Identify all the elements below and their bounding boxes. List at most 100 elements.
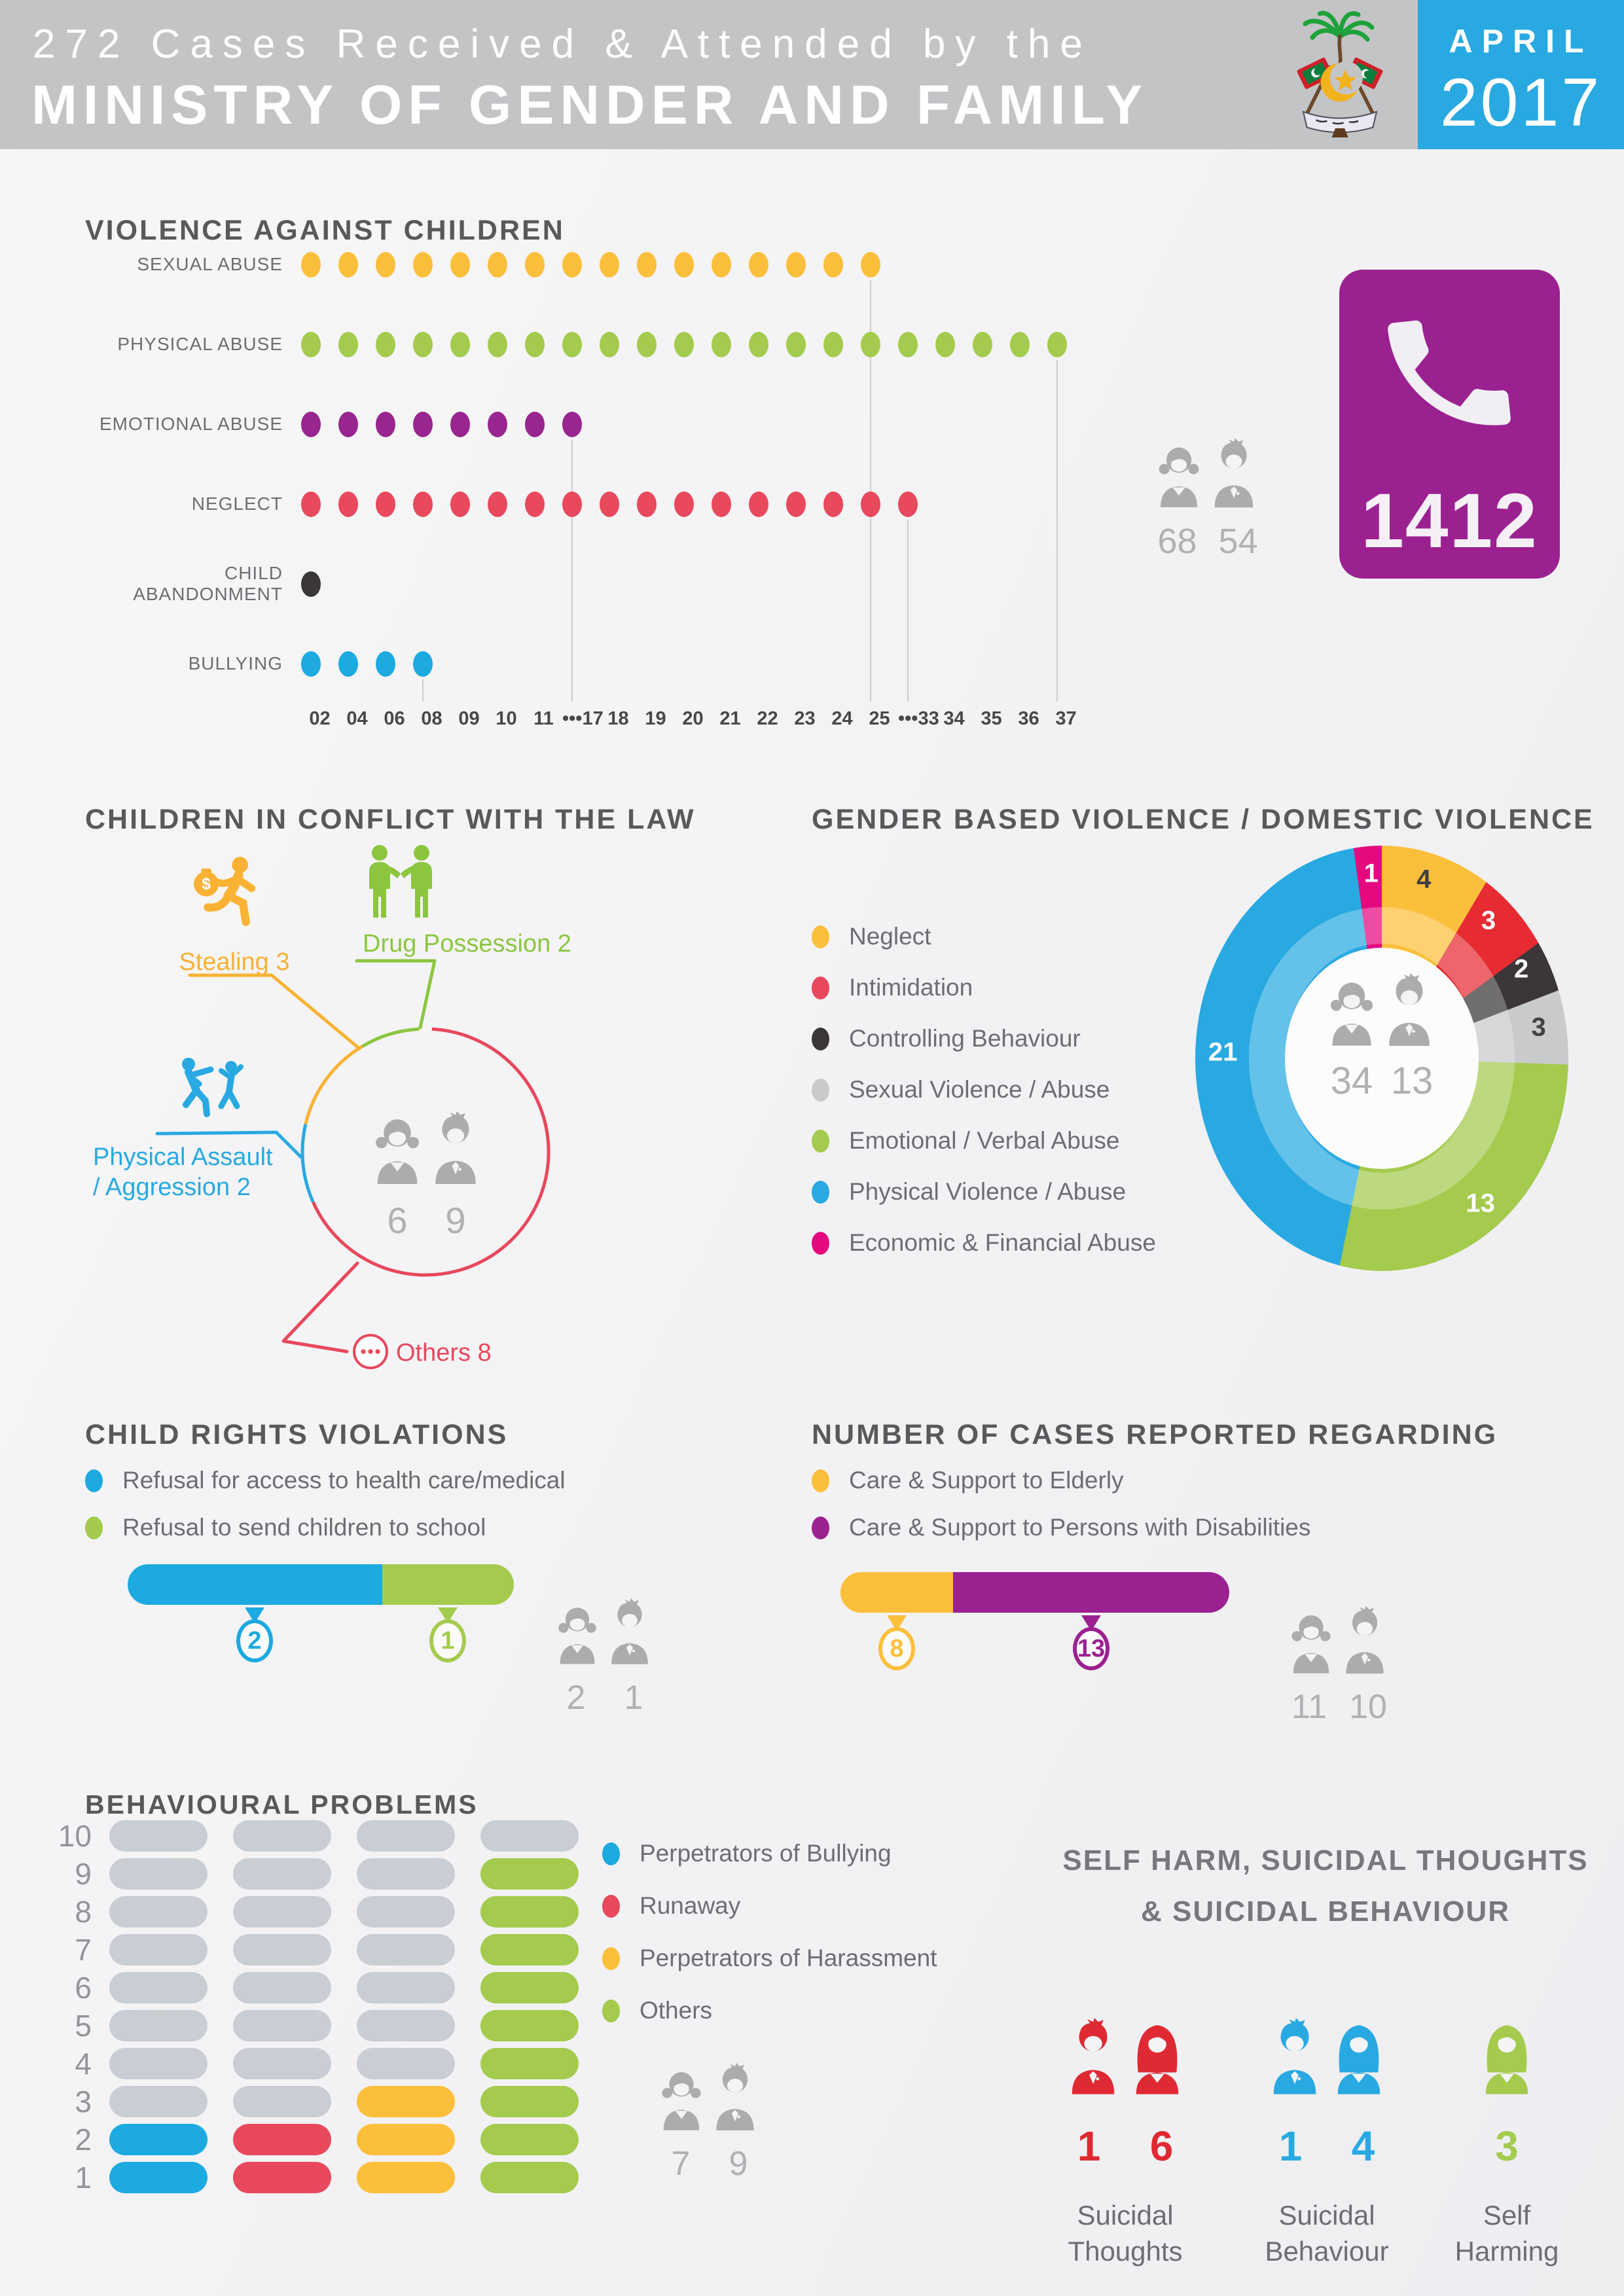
- child-rights-bar: [128, 1564, 514, 1605]
- legend-label: Care & Support to Elderly: [849, 1467, 1124, 1494]
- legend-item: Sexual Violence / Abuse: [812, 1064, 1156, 1115]
- case-dot: [413, 651, 433, 677]
- child-rights-value-school: 1: [429, 1619, 466, 1662]
- child-rights-value-healthcare: 2: [236, 1619, 273, 1662]
- behavioural-pill: [357, 2086, 455, 2117]
- case-dot: [301, 571, 321, 597]
- helpline-card: 1412: [1339, 270, 1560, 579]
- behavioural-pill: [233, 2086, 331, 2117]
- self-harming-group: 3 Self Harming: [1454, 2000, 1559, 2269]
- behavioural-pill: [233, 2010, 331, 2041]
- boy-icon: [1266, 2000, 1324, 2111]
- dot-drop-line: [571, 440, 573, 702]
- vac-row: BULLYING: [85, 640, 1132, 687]
- behavioural-pill: [357, 2010, 455, 2041]
- vac-row: EMOTIONAL ABUSE: [85, 401, 1132, 448]
- donut-segment-value: 3: [1531, 1013, 1546, 1042]
- case-dot: [1047, 331, 1067, 357]
- vac-victims-by-gender: 68 54: [1147, 432, 1269, 562]
- case-dot: [898, 331, 918, 357]
- legend-label: Physical Violence / Abuse: [849, 1178, 1127, 1205]
- case-dot: [786, 251, 806, 278]
- legend-label: Controlling Behaviour: [849, 1025, 1081, 1052]
- case-dot: [600, 491, 619, 517]
- behavioural-pill: [109, 1858, 208, 1890]
- behavioural-children-by-gender: 7 9: [652, 2056, 767, 2183]
- case-dot: [525, 411, 545, 437]
- behavioural-pill: [109, 1896, 208, 1928]
- behavioural-pill: [233, 1820, 331, 1852]
- behavioural-pill: [109, 1972, 208, 2003]
- case-dot: [674, 331, 694, 357]
- maldives-emblem-icon: [1297, 10, 1383, 137]
- case-dot: [525, 491, 545, 517]
- case-dot: [562, 491, 582, 517]
- behavioural-pill: [480, 1934, 579, 1965]
- cases-female-count: 11: [1291, 1688, 1327, 1726]
- section-title-child-rights: CHILD RIGHTS VIOLATIONS: [85, 1418, 509, 1450]
- case-dot: [562, 331, 582, 357]
- assault-label-line1: Physical Assault: [93, 1143, 273, 1171]
- year-label: 2017: [1439, 65, 1602, 141]
- behavioural-pill: [109, 2048, 208, 2079]
- x-axis-tick: 19: [645, 708, 666, 729]
- case-dot: [898, 491, 918, 517]
- behavioural-scale-label: 4: [75, 2047, 92, 2081]
- suicidal-behaviour-female: 4: [1351, 2123, 1375, 2170]
- case-dot: [712, 491, 731, 517]
- case-dot: [413, 491, 433, 517]
- case-dot: [712, 251, 731, 278]
- cases-reported-bar: [840, 1572, 1229, 1613]
- behavioural-girls-count: 7: [671, 2145, 691, 2183]
- case-dot: [861, 491, 880, 517]
- legend-dot-icon: [85, 1516, 103, 1539]
- legend-label: Intimidation: [849, 974, 973, 1001]
- child-rights-boys-count: 1: [624, 1679, 643, 1717]
- month-year-badge: APRIL 2017: [1418, 0, 1624, 149]
- gbv-donut-hole: [1285, 948, 1479, 1169]
- x-axis-tick: 35: [981, 708, 1002, 729]
- x-axis-tick: 23: [794, 708, 816, 729]
- vac-row: PHYSICAL ABUSE: [85, 321, 1132, 368]
- case-dot: [1010, 331, 1030, 357]
- x-axis-tick: 08: [421, 708, 442, 729]
- donut-segment-value: 21: [1208, 1037, 1238, 1067]
- case-dot: [749, 491, 768, 517]
- x-axis-tick: 04: [346, 708, 368, 729]
- helpline-number: 1412: [1361, 478, 1538, 564]
- case-dot: [712, 331, 731, 357]
- conflict-girls-count: 6: [387, 1200, 407, 1241]
- legend-dot-icon: [812, 1516, 829, 1539]
- x-axis-tick: 21: [719, 708, 741, 729]
- legend-item: Runaway: [602, 1880, 937, 1932]
- case-dot: [413, 251, 433, 278]
- section-title-behavioural: BEHAVIOURAL PROBLEMS: [85, 1789, 478, 1820]
- suicidal-thoughts-male: 1: [1077, 2123, 1101, 2170]
- case-dot: [637, 251, 657, 278]
- cases-reported-legend: Care & Support to Elderly Care & Support …: [812, 1457, 1310, 1551]
- boy-icon: [710, 2056, 761, 2136]
- gbv-donut-chart: 4 3 2 3 13 21 1 34 13: [1195, 846, 1568, 1271]
- case-dot: [861, 331, 880, 357]
- vac-row: CHILD ABANDONMENT: [85, 560, 1132, 607]
- behavioural-pill: [233, 2124, 331, 2155]
- girl-icon: [1330, 2000, 1388, 2111]
- section-title-cases-reported: NUMBER OF CASES REPORTED REGARDING: [812, 1418, 1498, 1450]
- case-dot: [450, 331, 470, 357]
- x-axis-tick: 10: [496, 708, 517, 729]
- child-rights-children-by-gender: 2 1: [547, 1592, 662, 1717]
- suicidal-behaviour-label: Suicidal Behaviour: [1265, 2200, 1389, 2267]
- behavioural-scale-label: 8: [75, 1895, 92, 1929]
- case-dot: [562, 251, 582, 278]
- donut-segment-value: 1: [1363, 859, 1379, 888]
- bar-segment: [840, 1572, 954, 1613]
- case-dot: [376, 491, 395, 517]
- girl-icon: [1478, 2000, 1536, 2111]
- case-dot: [338, 331, 358, 357]
- legend-dot-icon: [812, 976, 829, 999]
- assault-label-line2: / Aggression 2: [93, 1174, 251, 1201]
- behavioural-pill: [109, 2086, 208, 2117]
- vac-row-label: CHILD ABANDONMENT: [133, 563, 283, 604]
- legend-label: Care & Support to Persons with Disabilit…: [849, 1514, 1311, 1541]
